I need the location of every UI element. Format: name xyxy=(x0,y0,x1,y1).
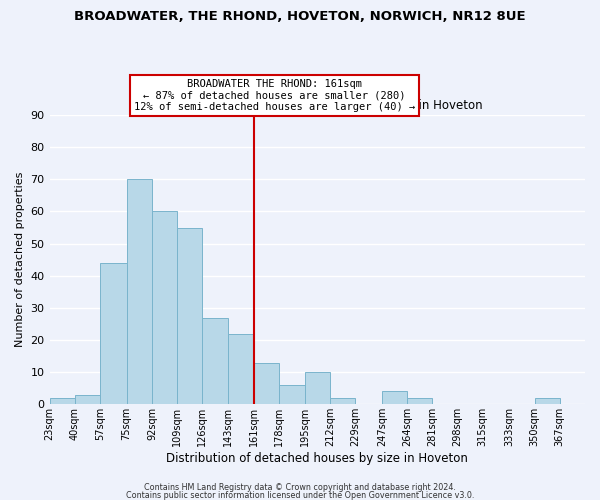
Text: BROADWATER THE RHOND: 161sqm
← 87% of detached houses are smaller (280)
12% of s: BROADWATER THE RHOND: 161sqm ← 87% of de… xyxy=(134,79,415,112)
Bar xyxy=(152,212,177,404)
Bar xyxy=(305,372,330,404)
Bar xyxy=(75,394,100,404)
Bar xyxy=(127,180,152,404)
Text: Contains public sector information licensed under the Open Government Licence v3: Contains public sector information licen… xyxy=(126,490,474,500)
Bar xyxy=(100,263,127,404)
Bar xyxy=(177,228,202,404)
Bar xyxy=(50,398,75,404)
Text: Contains HM Land Registry data © Crown copyright and database right 2024.: Contains HM Land Registry data © Crown c… xyxy=(144,483,456,492)
Bar xyxy=(202,318,227,404)
Y-axis label: Number of detached properties: Number of detached properties xyxy=(15,172,25,348)
Bar xyxy=(227,334,254,404)
Text: BROADWATER, THE RHOND, HOVETON, NORWICH, NR12 8UE: BROADWATER, THE RHOND, HOVETON, NORWICH,… xyxy=(74,10,526,23)
Bar xyxy=(254,362,280,405)
Title: Size of property relative to detached houses in Hoveton: Size of property relative to detached ho… xyxy=(152,100,482,112)
Bar xyxy=(280,385,305,404)
Bar xyxy=(330,398,355,404)
Bar xyxy=(382,392,407,404)
X-axis label: Distribution of detached houses by size in Hoveton: Distribution of detached houses by size … xyxy=(166,452,468,465)
Bar xyxy=(535,398,560,404)
Bar xyxy=(407,398,432,404)
